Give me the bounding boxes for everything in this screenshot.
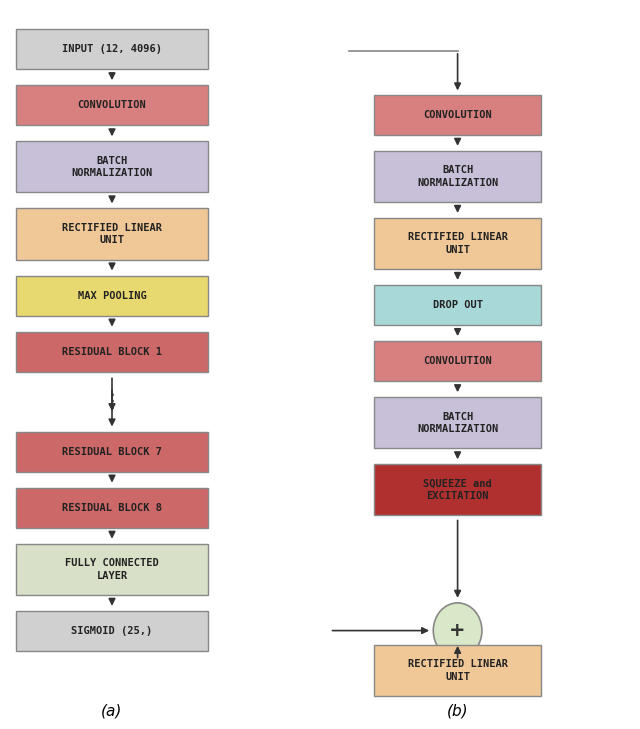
Text: INPUT (12, 4096): INPUT (12, 4096) xyxy=(62,44,162,54)
FancyBboxPatch shape xyxy=(374,285,541,325)
Text: SIGMOID (25,): SIGMOID (25,) xyxy=(72,626,152,636)
Text: BATCH
NORMALIZATION: BATCH NORMALIZATION xyxy=(417,165,498,187)
FancyBboxPatch shape xyxy=(374,341,541,381)
FancyBboxPatch shape xyxy=(374,218,541,269)
FancyBboxPatch shape xyxy=(16,544,208,595)
Text: RECTIFIED LINEAR
UNIT: RECTIFIED LINEAR UNIT xyxy=(408,660,508,682)
Text: +: + xyxy=(449,621,466,640)
Text: (b): (b) xyxy=(447,703,468,718)
FancyBboxPatch shape xyxy=(16,276,208,316)
Text: CONVOLUTION: CONVOLUTION xyxy=(423,110,492,120)
FancyBboxPatch shape xyxy=(374,645,541,696)
Circle shape xyxy=(433,603,482,658)
Text: (a): (a) xyxy=(101,703,123,718)
Text: CONVOLUTION: CONVOLUTION xyxy=(423,356,492,366)
Text: DROP OUT: DROP OUT xyxy=(433,300,483,310)
Text: SQUEEZE and
EXCITATION: SQUEEZE and EXCITATION xyxy=(423,479,492,501)
FancyBboxPatch shape xyxy=(16,332,208,372)
FancyBboxPatch shape xyxy=(16,208,208,260)
FancyBboxPatch shape xyxy=(374,464,541,515)
FancyBboxPatch shape xyxy=(374,151,541,202)
Text: RESIDUAL BLOCK 1: RESIDUAL BLOCK 1 xyxy=(62,347,162,356)
Text: RECTIFIED LINEAR
UNIT: RECTIFIED LINEAR UNIT xyxy=(62,223,162,245)
FancyBboxPatch shape xyxy=(16,29,208,69)
FancyBboxPatch shape xyxy=(16,611,208,651)
Text: BATCH
NORMALIZATION: BATCH NORMALIZATION xyxy=(417,412,498,434)
Text: ⋮: ⋮ xyxy=(102,392,122,411)
Text: RECTIFIED LINEAR
UNIT: RECTIFIED LINEAR UNIT xyxy=(408,233,508,254)
Text: BATCH
NORMALIZATION: BATCH NORMALIZATION xyxy=(72,156,152,178)
FancyBboxPatch shape xyxy=(16,432,208,472)
FancyBboxPatch shape xyxy=(374,95,541,135)
Text: RESIDUAL BLOCK 7: RESIDUAL BLOCK 7 xyxy=(62,447,162,456)
FancyBboxPatch shape xyxy=(16,141,208,192)
FancyBboxPatch shape xyxy=(16,85,208,125)
Text: FULLY CONNECTED
LAYER: FULLY CONNECTED LAYER xyxy=(65,558,159,580)
Text: RESIDUAL BLOCK 8: RESIDUAL BLOCK 8 xyxy=(62,503,162,512)
FancyBboxPatch shape xyxy=(16,488,208,528)
Text: MAX POOLING: MAX POOLING xyxy=(77,291,147,300)
Text: CONVOLUTION: CONVOLUTION xyxy=(77,101,147,110)
FancyBboxPatch shape xyxy=(374,397,541,448)
